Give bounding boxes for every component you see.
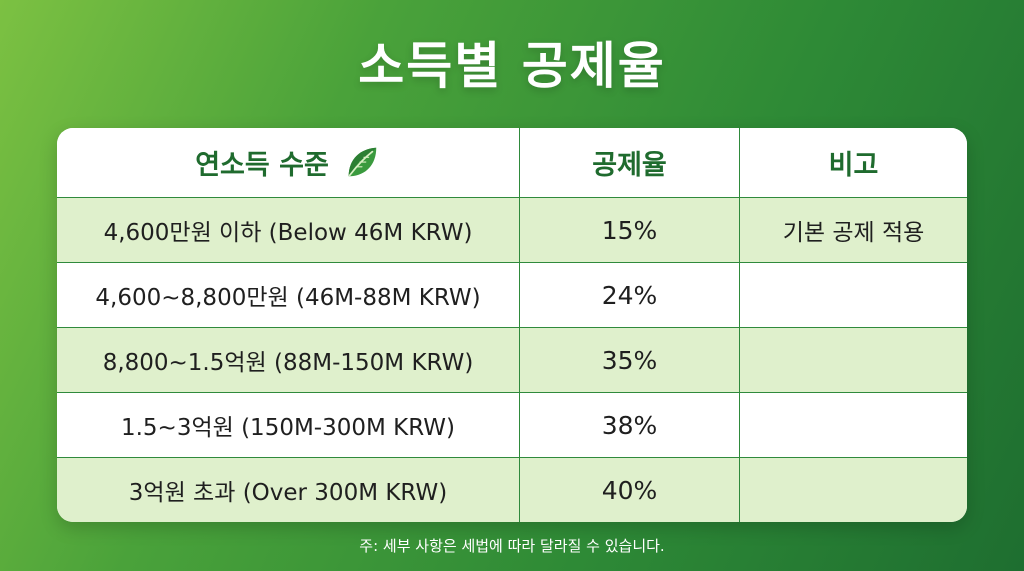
table-header-row: 연소득 수준 공제율 비고 (57, 128, 967, 197)
footnote: 주: 세부 사항은 세법에 따라 달라질 수 있습니다. (359, 537, 665, 555)
header-cell-income: 연소득 수준 (57, 128, 520, 197)
income-cell: 1.5~3억원 (150M-300M KRW) (57, 393, 520, 457)
header-cell-note: 비고 (740, 128, 967, 197)
note-cell (740, 263, 967, 327)
header-note-label: 비고 (828, 150, 879, 181)
rate-cell: 24% (520, 263, 740, 327)
rate-cell: 35% (520, 328, 740, 392)
note-cell (740, 328, 967, 392)
table-row: 4,600~8,800만원 (46M-88M KRW) 24% (57, 262, 967, 327)
note-cell (740, 458, 967, 522)
header-income-label: 연소득 수준 (195, 150, 329, 181)
table-row: 8,800~1.5억원 (88M-150M KRW) 35% (57, 327, 967, 392)
rate-cell: 15% (520, 198, 740, 262)
rate-cell: 40% (520, 458, 740, 522)
note-cell (740, 393, 967, 457)
table-row: 3억원 초과 (Over 300M KRW) 40% (57, 457, 967, 522)
income-cell: 4,600~8,800만원 (46M-88M KRW) (57, 263, 520, 327)
rate-cell: 38% (520, 393, 740, 457)
income-cell: 4,600만원 이하 (Below 46M KRW) (57, 198, 520, 262)
table-row: 1.5~3억원 (150M-300M KRW) 38% (57, 392, 967, 457)
leaf-icon (348, 147, 377, 176)
header-rate-label: 공제율 (592, 150, 667, 181)
income-cell: 3억원 초과 (Over 300M KRW) (57, 458, 520, 522)
income-cell: 8,800~1.5억원 (88M-150M KRW) (57, 328, 520, 392)
table-row: 4,600만원 이하 (Below 46M KRW) 15% 기본 공제 적용 (57, 197, 967, 262)
page-title: 소득별 공제율 (358, 37, 666, 95)
note-cell: 기본 공제 적용 (782, 220, 925, 246)
deduction-rate-table: 연소득 수준 공제율 비고 4,600만원 이하 (Below 46M KRW)… (57, 128, 967, 522)
header-cell-rate: 공제율 (520, 128, 740, 197)
